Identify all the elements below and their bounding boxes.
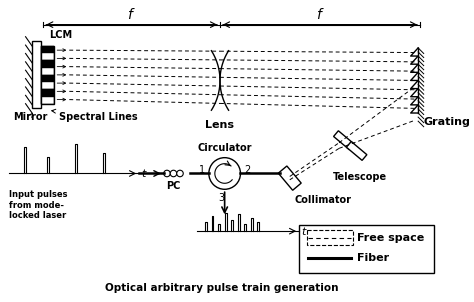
Bar [41,82,55,89]
Bar [41,89,55,97]
Circle shape [164,170,170,177]
Bar [41,75,55,82]
Polygon shape [334,131,354,149]
Bar [41,53,55,60]
Text: 3: 3 [218,193,224,203]
Bar [41,46,55,53]
Text: $f$: $f$ [128,7,136,22]
Text: $f$: $f$ [316,7,324,22]
Polygon shape [278,166,301,190]
Circle shape [170,170,177,177]
Text: Fiber: Fiber [357,253,389,263]
Bar [41,60,55,68]
Text: Input pulses
from mode-
locked laser: Input pulses from mode- locked laser [9,190,67,220]
Text: Mirror: Mirror [13,111,47,121]
Text: 2: 2 [244,165,250,175]
Text: Lens: Lens [206,120,235,130]
Text: Spectral Lines: Spectral Lines [52,109,137,121]
Text: Grating: Grating [424,117,471,127]
Text: Free space: Free space [357,233,424,243]
Circle shape [177,170,183,177]
Bar [41,97,55,104]
Text: $t$: $t$ [141,168,147,179]
Text: Circulator: Circulator [197,143,252,153]
Text: $t$: $t$ [301,225,308,237]
Circle shape [209,158,240,189]
Bar [32,41,41,108]
Bar [41,46,55,104]
Polygon shape [346,142,367,160]
Text: LCM: LCM [49,30,72,40]
Text: PC: PC [166,181,181,191]
Text: 1: 1 [199,165,205,175]
Text: Collimator: Collimator [294,195,351,205]
Text: Telescope: Telescope [332,172,387,182]
Text: Optical arbitrary pulse train generation: Optical arbitrary pulse train generation [105,283,338,293]
Bar [299,225,434,273]
Bar [307,230,353,245]
Bar [41,68,55,75]
